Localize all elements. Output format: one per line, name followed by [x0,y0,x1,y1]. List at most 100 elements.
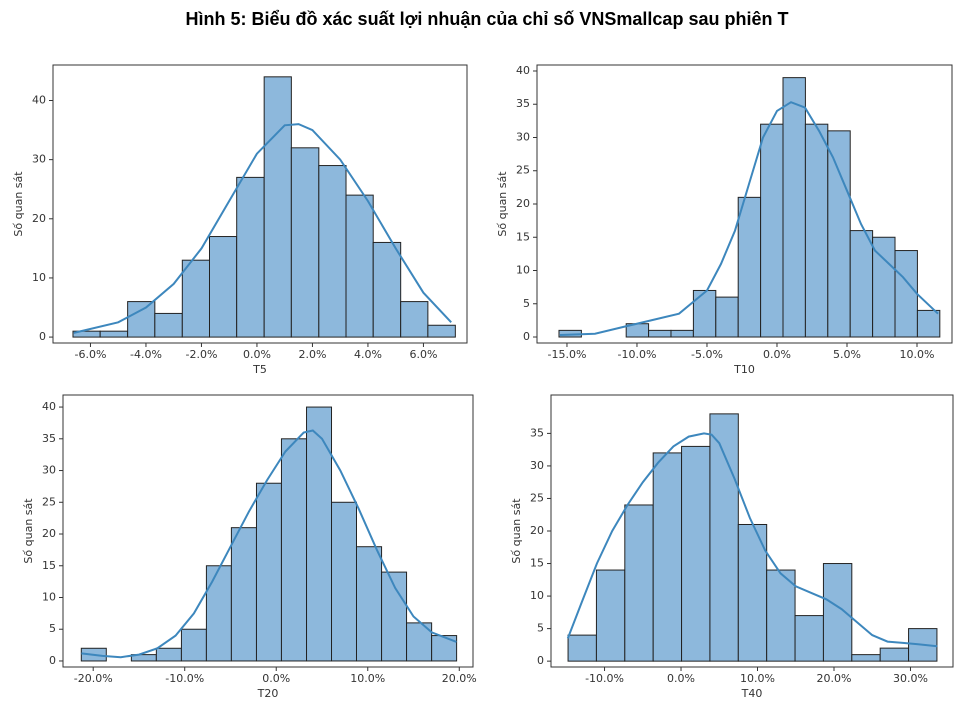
bar [355,546,383,662]
axes-frame [52,64,468,344]
bar [181,259,210,338]
y-tick-label: 40 [42,400,56,413]
bar [154,312,183,338]
bar [766,569,796,662]
kde-line [566,432,938,648]
x-tick-label: -5.0% [691,348,723,361]
x-tick-label: 30.0% [893,672,928,685]
y-tick-label: 20 [42,527,56,540]
x-axis-label: T40 [741,687,763,700]
bar [681,445,711,662]
y-tick-label: 0 [49,654,56,667]
x-tick-label: 0.0% [243,348,271,361]
bar [372,241,402,338]
y-tick-label: 20 [516,197,530,210]
y-tick-label: 30 [530,459,544,472]
bar [230,527,257,662]
bar [567,634,597,662]
x-tick-label: 6.0% [409,348,437,361]
y-tick-label: 20 [530,524,544,537]
y-axis-label: Số quan sát [510,498,523,564]
bar [737,196,762,338]
x-tick-label: -10.0% [585,672,624,685]
y-tick-label: 40 [32,93,46,106]
x-axis-label: T5 [252,363,267,376]
y-tick-label: 5 [49,622,56,635]
bar [180,628,207,662]
x-tick-label: -15.0% [548,348,587,361]
bar [624,504,654,662]
y-tick-label: 30 [32,153,46,166]
x-tick-label: 2.0% [298,348,326,361]
bar [894,250,918,338]
kde-line [73,123,452,334]
bar [692,289,717,338]
x-tick-label: -10.0% [618,348,657,361]
bar [827,130,851,338]
bar [263,76,292,338]
bar [99,330,129,338]
bar [715,296,739,338]
bar [331,501,357,662]
x-tick-label: -2.0% [185,348,217,361]
x-tick-label: -20.0% [74,672,113,685]
bar [804,123,829,338]
y-tick-label: 10 [42,590,56,603]
bar [709,413,739,662]
y-axis-label: Số quan sát [496,171,509,237]
x-tick-label: -4.0% [130,348,162,361]
axes-frame [62,394,474,668]
bar [427,324,456,338]
y-tick-label: 10 [516,264,530,277]
bar [431,635,458,662]
y-tick-label: 0 [523,330,530,343]
x-tick-label: 10.0% [900,348,935,361]
bar [782,77,806,338]
x-tick-label: 10.0% [350,672,385,685]
bar [849,230,874,338]
x-tick-label: -10.0% [165,672,204,685]
y-tick-label: 25 [516,164,530,177]
bar [236,176,265,338]
bar [345,194,374,338]
kde-line [81,429,457,659]
bar [879,647,910,662]
x-tick-label: -6.0% [74,348,106,361]
x-tick-label: 20.0% [817,672,852,685]
bar [255,482,282,662]
bar [916,309,941,338]
y-tick-label: 5 [523,297,530,310]
bar [760,123,784,338]
bar [400,301,429,338]
y-tick-label: 30 [516,130,530,143]
y-tick-label: 15 [42,559,56,572]
y-tick-label: 15 [516,230,530,243]
y-axis-label: Số quan sát [22,498,35,564]
bar [670,329,694,338]
bar [851,654,881,662]
y-tick-label: 15 [530,557,544,570]
x-tick-label: 0.0% [763,348,791,361]
y-tick-label: 20 [32,212,46,225]
y-tick-label: 0 [39,330,46,343]
y-tick-label: 40 [516,64,530,77]
y-tick-label: 35 [42,432,56,445]
bar [318,165,347,338]
x-axis-label: T10 [733,363,755,376]
y-tick-label: 35 [516,97,530,110]
bar [306,406,333,662]
y-tick-label: 25 [530,491,544,504]
y-tick-label: 5 [537,622,544,635]
y-tick-label: 25 [42,495,56,508]
x-tick-label: 0.0% [262,672,290,685]
bar [290,147,320,338]
bar [127,301,156,338]
kde-line [559,101,939,336]
bar [208,236,238,338]
bar [280,438,308,662]
bar [205,565,232,662]
y-tick-label: 10 [32,271,46,284]
x-tick-label: 4.0% [354,348,382,361]
x-tick-label: 5.0% [833,348,861,361]
